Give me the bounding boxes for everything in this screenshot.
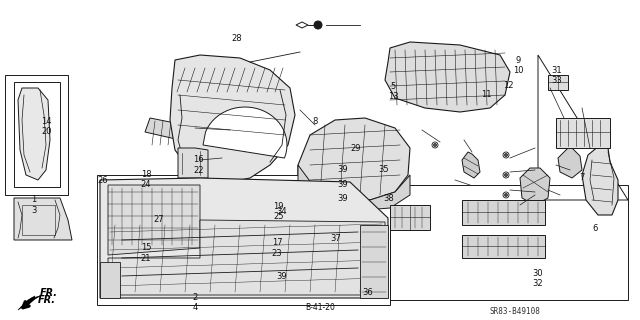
Polygon shape — [462, 152, 480, 178]
Text: 29: 29 — [351, 144, 361, 153]
Polygon shape — [145, 118, 220, 148]
Text: 17
23: 17 23 — [272, 238, 282, 258]
Polygon shape — [520, 168, 550, 205]
Text: 39: 39 — [337, 165, 348, 174]
Ellipse shape — [332, 169, 338, 175]
Polygon shape — [100, 178, 388, 298]
Text: 2
4: 2 4 — [193, 293, 198, 312]
Text: 35: 35 — [379, 165, 389, 174]
Polygon shape — [548, 75, 568, 90]
Polygon shape — [462, 235, 545, 258]
Ellipse shape — [314, 21, 322, 29]
Ellipse shape — [33, 165, 37, 171]
Ellipse shape — [46, 220, 50, 225]
Text: 28: 28 — [232, 34, 242, 43]
Text: FR.: FR. — [40, 288, 58, 298]
Text: SR83-B49108: SR83-B49108 — [490, 307, 541, 316]
Polygon shape — [18, 88, 50, 180]
Text: 30
32: 30 32 — [532, 269, 543, 288]
Polygon shape — [108, 220, 385, 295]
Ellipse shape — [382, 165, 388, 171]
Text: 39: 39 — [337, 194, 348, 203]
Text: 37: 37 — [330, 234, 340, 243]
Polygon shape — [18, 296, 40, 310]
Ellipse shape — [408, 87, 413, 92]
Polygon shape — [14, 198, 72, 240]
Text: 14
20: 14 20 — [42, 117, 52, 136]
Text: 11: 11 — [481, 90, 492, 99]
Polygon shape — [100, 262, 120, 298]
Text: 38: 38 — [384, 194, 394, 203]
Polygon shape — [462, 200, 545, 225]
Ellipse shape — [458, 55, 463, 60]
Text: FR.: FR. — [38, 295, 56, 305]
Text: 39: 39 — [276, 272, 287, 281]
Ellipse shape — [458, 86, 463, 92]
Text: 7: 7 — [580, 173, 585, 182]
Text: 26: 26 — [97, 176, 108, 185]
Ellipse shape — [327, 137, 333, 143]
Ellipse shape — [504, 173, 508, 177]
Text: 6: 6 — [593, 224, 598, 233]
Ellipse shape — [352, 135, 358, 141]
Text: 31
33: 31 33 — [552, 66, 562, 85]
Text: 5
13: 5 13 — [388, 82, 398, 101]
Text: B-41-20: B-41-20 — [305, 303, 335, 312]
Ellipse shape — [408, 58, 413, 62]
Ellipse shape — [483, 60, 488, 65]
Text: 8: 8 — [313, 117, 318, 126]
Polygon shape — [390, 205, 430, 230]
Polygon shape — [556, 118, 610, 148]
Text: 18
24: 18 24 — [141, 170, 151, 189]
Text: 1
3: 1 3 — [31, 195, 36, 214]
Text: 12: 12 — [504, 81, 514, 90]
Text: 19
25: 19 25 — [273, 202, 284, 221]
Ellipse shape — [377, 139, 383, 145]
Ellipse shape — [504, 194, 508, 196]
Ellipse shape — [483, 90, 488, 94]
Polygon shape — [178, 148, 208, 178]
Text: 9
10: 9 10 — [513, 56, 524, 75]
Ellipse shape — [33, 212, 38, 218]
Ellipse shape — [433, 85, 438, 91]
Text: 36: 36 — [363, 288, 373, 297]
Polygon shape — [558, 148, 582, 178]
Polygon shape — [170, 55, 295, 182]
Ellipse shape — [433, 143, 436, 147]
Polygon shape — [360, 225, 388, 298]
Text: 27: 27 — [154, 215, 164, 224]
Ellipse shape — [30, 102, 34, 108]
Polygon shape — [108, 185, 200, 255]
Ellipse shape — [357, 167, 363, 173]
Text: 15
21: 15 21 — [141, 243, 151, 262]
Ellipse shape — [433, 54, 438, 60]
Polygon shape — [582, 145, 618, 215]
Polygon shape — [203, 107, 287, 158]
Text: 34: 34 — [276, 207, 287, 216]
Polygon shape — [298, 118, 410, 200]
Text: 39: 39 — [337, 180, 348, 188]
Polygon shape — [385, 42, 510, 112]
Ellipse shape — [504, 154, 508, 156]
Polygon shape — [298, 165, 410, 212]
Text: 16
22: 16 22 — [193, 155, 204, 174]
